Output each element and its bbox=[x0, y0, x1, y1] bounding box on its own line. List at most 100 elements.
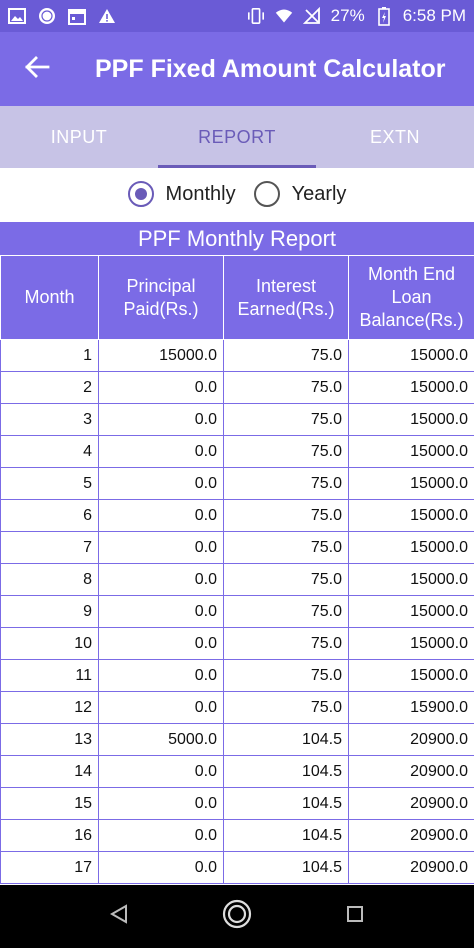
table-row: 10 0.0 75.0 15000.0 bbox=[0, 627, 474, 660]
header-month: Month bbox=[0, 255, 99, 340]
table-row: 4 0.0 75.0 15000.0 bbox=[0, 435, 474, 468]
table-row: 2 0.0 75.0 15000.0 bbox=[0, 371, 474, 404]
nav-home-button[interactable] bbox=[217, 897, 257, 937]
cell-month: 6 bbox=[0, 499, 99, 532]
cell-interest: 104.5 bbox=[223, 755, 349, 788]
cell-principal: 0.0 bbox=[98, 627, 224, 660]
cell-principal: 0.0 bbox=[98, 819, 224, 852]
radio-yearly-circle[interactable] bbox=[253, 181, 280, 207]
tab-bar: INPUT REPORT EXTN bbox=[0, 106, 474, 168]
calendar-icon bbox=[68, 7, 86, 25]
tab-report[interactable]: REPORT bbox=[158, 106, 316, 168]
report-title: PPF Monthly Report bbox=[0, 222, 474, 255]
cell-principal: 0.0 bbox=[98, 499, 224, 532]
no-signal-icon bbox=[302, 7, 321, 25]
header-principal: Principal Paid(Rs.) bbox=[98, 255, 224, 340]
system-nav-bar bbox=[0, 885, 474, 948]
cell-balance: 15000.0 bbox=[348, 563, 474, 596]
header-balance: Month End Loan Balance(Rs.) bbox=[348, 255, 474, 340]
battery-percent: 27% bbox=[330, 6, 365, 25]
status-bar: 27% 6:58 PM bbox=[0, 0, 474, 32]
cell-principal: 0.0 bbox=[98, 531, 224, 564]
cell-balance: 15000.0 bbox=[348, 595, 474, 628]
cell-balance: 15000.0 bbox=[348, 531, 474, 564]
warning-icon bbox=[98, 7, 116, 25]
cell-principal: 15000.0 bbox=[98, 339, 224, 372]
cell-balance: 20900.0 bbox=[348, 755, 474, 788]
radio-monthly-circle[interactable] bbox=[127, 181, 154, 207]
cell-principal: 0.0 bbox=[98, 467, 224, 500]
table-row: 5 0.0 75.0 15000.0 bbox=[0, 467, 474, 500]
cell-month: 17 bbox=[0, 851, 99, 884]
globe-icon bbox=[38, 7, 56, 25]
gallery-icon bbox=[8, 7, 26, 25]
cell-balance: 15000.0 bbox=[348, 659, 474, 692]
cell-principal: 0.0 bbox=[98, 435, 224, 468]
triangle-back-icon bbox=[109, 904, 129, 929]
cell-month: 14 bbox=[0, 755, 99, 788]
table-row: 12 0.0 75.0 15900.0 bbox=[0, 691, 474, 724]
radio-yearly-label: Yearly bbox=[291, 182, 347, 205]
table-row: 16 0.0 104.5 20900.0 bbox=[0, 819, 474, 852]
report-table-container[interactable]: Month Principal Paid(Rs.) Interest Earne… bbox=[0, 255, 474, 885]
cell-principal: 0.0 bbox=[98, 563, 224, 596]
square-recents-icon bbox=[346, 905, 364, 928]
cell-month: 3 bbox=[0, 403, 99, 436]
cell-principal: 0.0 bbox=[98, 371, 224, 404]
cell-principal: 0.0 bbox=[98, 787, 224, 820]
back-button[interactable] bbox=[0, 32, 74, 106]
arrow-left-icon bbox=[24, 55, 50, 84]
table-row: 13 5000.0 104.5 20900.0 bbox=[0, 723, 474, 756]
cell-principal: 0.0 bbox=[98, 403, 224, 436]
nav-back-button[interactable] bbox=[99, 897, 139, 937]
table-row: 11 0.0 75.0 15000.0 bbox=[0, 659, 474, 692]
radio-monthly[interactable]: Monthly bbox=[127, 181, 236, 207]
table-row: 3 0.0 75.0 15000.0 bbox=[0, 403, 474, 436]
cell-interest: 104.5 bbox=[223, 787, 349, 820]
cell-balance: 15000.0 bbox=[348, 499, 474, 532]
tab-input[interactable]: INPUT bbox=[50, 126, 108, 147]
clock: 6:58 PM bbox=[402, 6, 466, 25]
tab-extn[interactable]: EXTN bbox=[369, 126, 420, 147]
cell-balance: 20900.0 bbox=[348, 723, 474, 756]
cell-month: 11 bbox=[0, 659, 99, 692]
cell-month: 4 bbox=[0, 435, 99, 468]
cell-interest: 75.0 bbox=[223, 499, 349, 532]
cell-balance: 15000.0 bbox=[348, 467, 474, 500]
report-mode-selector: Monthly Yearly bbox=[0, 168, 474, 220]
wifi-icon bbox=[275, 7, 293, 25]
cell-principal: 0.0 bbox=[98, 691, 224, 724]
cell-month: 15 bbox=[0, 787, 99, 820]
table-header-row: Month Principal Paid(Rs.) Interest Earne… bbox=[0, 255, 474, 340]
cell-balance: 20900.0 bbox=[348, 787, 474, 820]
cell-balance: 15000.0 bbox=[348, 339, 474, 372]
battery-charging-icon bbox=[375, 7, 393, 26]
radio-yearly[interactable]: Yearly bbox=[253, 181, 347, 207]
app-bar: PPF Fixed Amount Calculator bbox=[0, 32, 474, 106]
cell-balance: 15900.0 bbox=[348, 691, 474, 724]
cell-interest: 75.0 bbox=[223, 627, 349, 660]
cell-principal: 0.0 bbox=[98, 755, 224, 788]
cell-month: 1 bbox=[0, 339, 99, 372]
table-row: 9 0.0 75.0 15000.0 bbox=[0, 595, 474, 628]
cell-month: 7 bbox=[0, 531, 99, 564]
cell-interest: 75.0 bbox=[223, 691, 349, 724]
table-row: 6 0.0 75.0 15000.0 bbox=[0, 499, 474, 532]
cell-month: 8 bbox=[0, 563, 99, 596]
cell-interest: 75.0 bbox=[223, 403, 349, 436]
cell-interest: 75.0 bbox=[223, 659, 349, 692]
nav-recents-button[interactable] bbox=[335, 897, 375, 937]
radio-monthly-label: Monthly bbox=[165, 182, 236, 205]
cell-interest: 75.0 bbox=[223, 435, 349, 468]
cell-principal: 0.0 bbox=[98, 851, 224, 884]
table-body: 1 15000.0 75.0 15000.0 2 0.0 75.0 15000.0 3 0.0 75… bbox=[0, 339, 474, 884]
cell-interest: 75.0 bbox=[223, 467, 349, 500]
cell-principal: 0.0 bbox=[98, 595, 224, 628]
table-row: 14 0.0 104.5 20900.0 bbox=[0, 755, 474, 788]
cell-month: 2 bbox=[0, 371, 99, 404]
cell-interest: 104.5 bbox=[223, 723, 349, 756]
cell-interest: 75.0 bbox=[223, 531, 349, 564]
cell-month: 13 bbox=[0, 723, 99, 756]
table-row: 8 0.0 75.0 15000.0 bbox=[0, 563, 474, 596]
report-table: Month Principal Paid(Rs.) Interest Earne… bbox=[0, 255, 474, 884]
